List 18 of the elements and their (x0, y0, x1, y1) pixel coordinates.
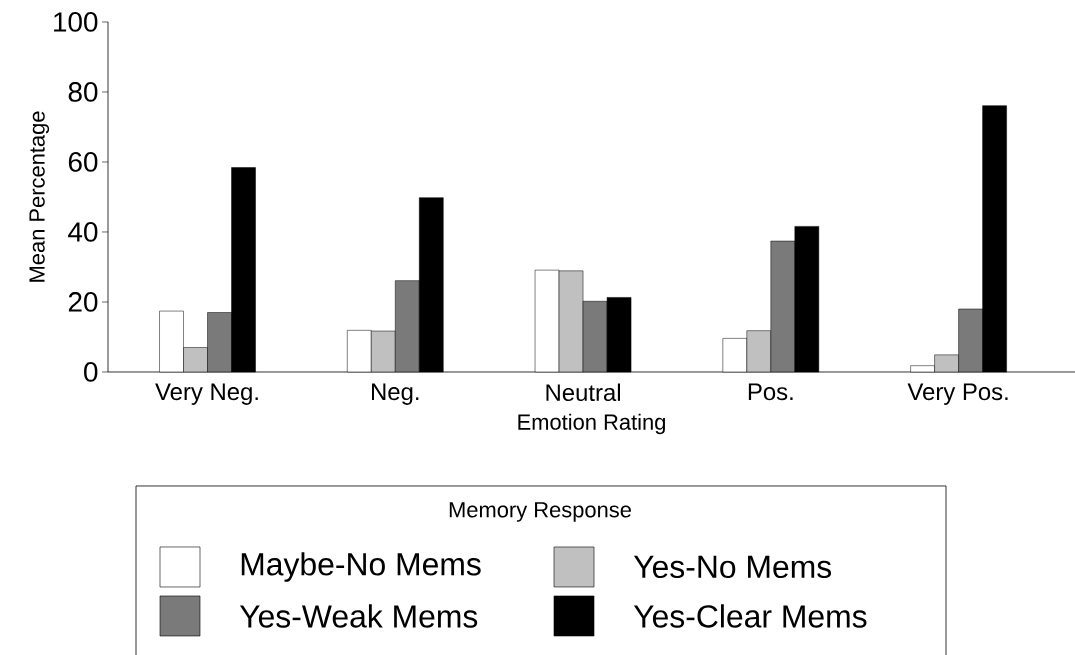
x-tick-label: Neg. (372, 383, 419, 405)
legend-title: Memory Response (449, 502, 631, 522)
x-tick-label: Pos. (748, 383, 793, 401)
x-tick-label: Very Pos. (907, 383, 1008, 405)
y-tick-label: 40 (68, 222, 98, 242)
y-tick-label: 100 (54, 12, 98, 32)
x-tick-label: Very Neg. (155, 383, 258, 405)
legend-label: Yes-No Mems (633, 555, 832, 579)
y-axis-title: Mean Percentage (29, 111, 50, 282)
y-tick-label: 80 (68, 82, 98, 102)
x-tick-label: Neutral (546, 383, 620, 402)
y-tick-label: 0 (84, 362, 98, 382)
y-tick-label: 20 (68, 292, 98, 312)
legend-label: Yes-Clear Mems (633, 604, 867, 628)
legend-label: Yes-Weak Mems (239, 604, 478, 628)
y-tick-label: 60 (68, 152, 98, 172)
x-axis-title: Emotion Rating (518, 413, 665, 435)
legend-label: Maybe-No Mems (241, 552, 481, 582)
